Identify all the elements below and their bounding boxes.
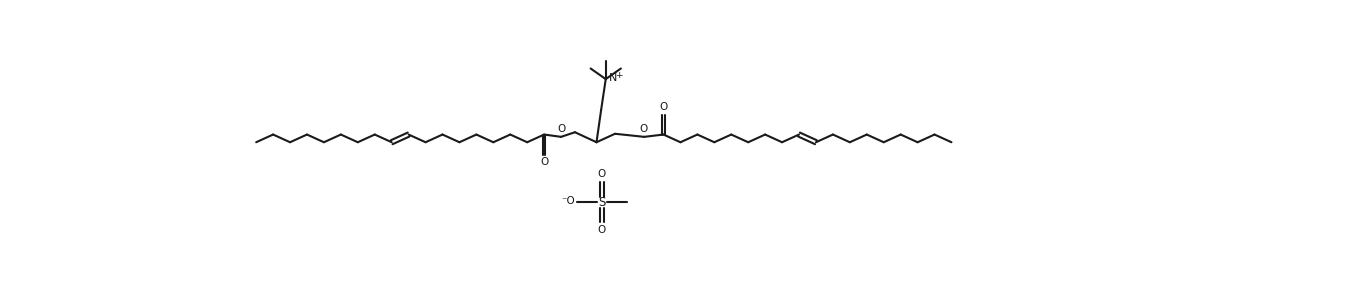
- Text: O: O: [598, 169, 606, 179]
- Text: N: N: [609, 73, 617, 83]
- Text: O: O: [598, 225, 606, 235]
- Text: O: O: [539, 157, 548, 167]
- Text: S: S: [598, 196, 605, 209]
- Text: +: +: [615, 71, 623, 80]
- Text: O: O: [557, 124, 565, 134]
- Text: O: O: [639, 124, 648, 134]
- Text: ⁻O: ⁻O: [561, 196, 575, 206]
- Text: O: O: [660, 102, 668, 112]
